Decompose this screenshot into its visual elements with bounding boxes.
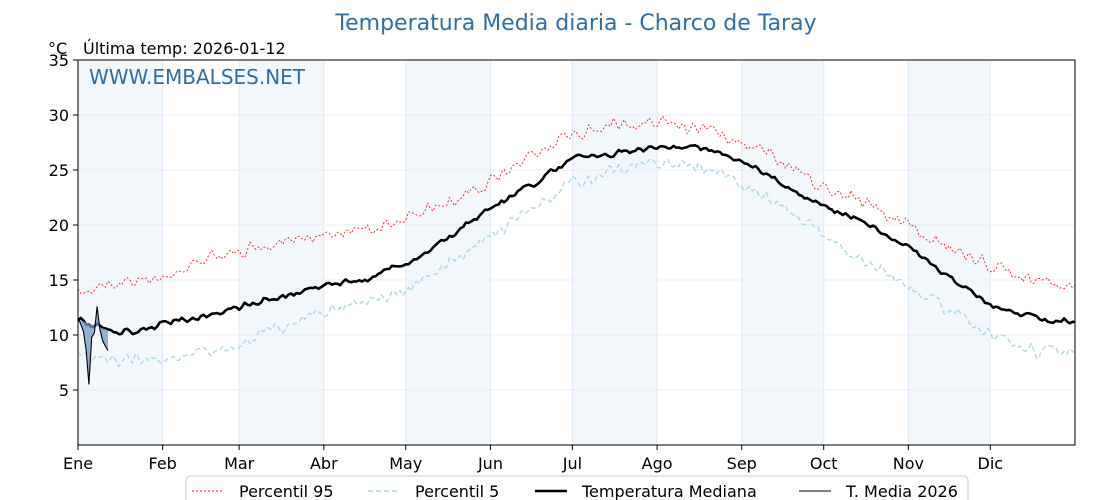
series-line-2 xyxy=(77,144,1076,336)
x-tick-label: Dic xyxy=(978,454,1004,473)
y-tick-label: 15 xyxy=(49,271,69,290)
watermark: WWW.EMBALSES.NET xyxy=(89,65,306,89)
y-tick-label: 20 xyxy=(49,216,69,235)
month-band xyxy=(239,60,324,445)
legend: Percentil 95 Percentil 5 Temperatura Media… xyxy=(185,475,969,500)
series-line-1 xyxy=(77,158,1076,368)
legend-label: Percentil 95 xyxy=(239,482,334,500)
x-tick-label: May xyxy=(389,454,422,473)
plot-frame xyxy=(77,59,1076,446)
x-tick-label: Feb xyxy=(149,454,177,473)
month-bands xyxy=(78,60,991,445)
x-tick-label: Mar xyxy=(224,454,255,473)
x-tick-label: Ago xyxy=(642,454,673,473)
y-tick-label: 10 xyxy=(49,326,69,345)
y-tick-label: 5 xyxy=(59,381,69,400)
y-axis: 5 10 15 20 25 30 35 xyxy=(49,51,78,400)
last-temp-label: Última temp: 2026-01-12 xyxy=(83,39,286,58)
x-tick-label: Ene xyxy=(63,454,93,473)
month-band xyxy=(78,60,163,445)
x-tick-label: Jul xyxy=(562,454,582,473)
month-band xyxy=(405,60,491,445)
month-band xyxy=(572,60,658,445)
x-tick-label: Oct xyxy=(810,454,838,473)
series-line-0 xyxy=(77,115,1076,294)
y-tick-label: 30 xyxy=(49,106,69,125)
current-year-area xyxy=(78,306,108,385)
x-tick-label: Sep xyxy=(727,454,757,473)
unit-label: °C xyxy=(48,39,67,58)
series-layer xyxy=(77,115,1076,385)
x-axis: Ene Feb Mar Abr May Jun Jul Ago Sep Oct Nov Dic xyxy=(63,445,1003,473)
y-tick-label: 35 xyxy=(49,51,69,70)
legend-label: T. Media 2026 xyxy=(845,482,958,500)
y-tick-label: 25 xyxy=(49,161,69,180)
month-band xyxy=(908,60,991,445)
chart-title: Temperatura Media diaria - Charco de Tar… xyxy=(334,11,816,36)
legend-box xyxy=(185,475,969,500)
series-line-current xyxy=(77,306,109,385)
x-tick-label: Abr xyxy=(310,454,338,473)
x-tick-label: Jun xyxy=(477,454,503,473)
x-tick-label: Nov xyxy=(893,454,924,473)
month-band xyxy=(741,60,824,445)
legend-label: Percentil 5 xyxy=(415,482,499,500)
legend-label: Temperatura Mediana xyxy=(581,482,757,500)
grid-lines xyxy=(77,59,1075,445)
